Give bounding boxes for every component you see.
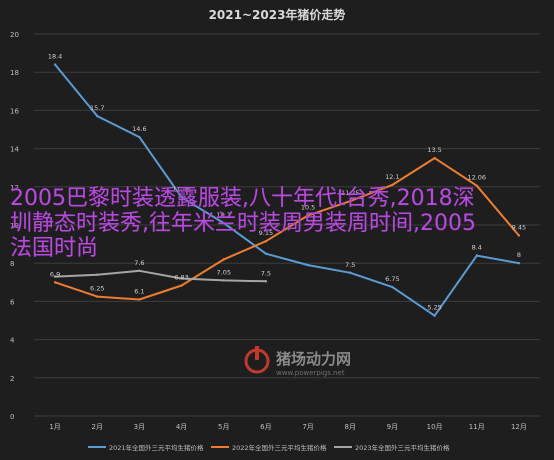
- data-label: 6.83: [174, 274, 188, 282]
- data-point: [53, 275, 57, 278]
- x-tick-label: 7月: [302, 423, 313, 431]
- data-point: [306, 263, 310, 267]
- data-point: [391, 285, 394, 289]
- data-point: [475, 184, 478, 187]
- y-tick-label: 10: [10, 222, 19, 230]
- data-point: [264, 252, 268, 255]
- series-line-3: [55, 269, 266, 283]
- data-point: [222, 258, 225, 261]
- data-point: [138, 298, 141, 301]
- data-point: [138, 269, 141, 273]
- data-point: [517, 262, 521, 265]
- data-point: [433, 156, 436, 160]
- data-label: 7.6: [134, 259, 144, 267]
- data-point: [264, 240, 268, 243]
- data-label: 10.1: [217, 211, 231, 219]
- data-point: [306, 214, 310, 217]
- data-point: [138, 135, 141, 139]
- x-tick-label: 9月: [387, 423, 398, 431]
- watermark-brand: 猪场动力网: [275, 350, 351, 368]
- data-label: 8.4: [472, 244, 482, 252]
- data-label: 9.15: [259, 229, 273, 237]
- data-label: 6.25: [90, 285, 104, 293]
- y-tick-label: 0: [10, 413, 14, 421]
- y-tick-label: 6: [10, 298, 15, 306]
- data-label: 9.45: [512, 224, 526, 232]
- x-tick-label: 8月: [345, 423, 356, 431]
- data-point: [349, 199, 352, 203]
- data-label: 7.5: [345, 261, 355, 269]
- legend-entry-1: 2021年全国外三元平均生猪价格: [109, 443, 204, 452]
- data-point: [96, 295, 99, 298]
- data-label: 5.25: [427, 304, 441, 312]
- data-point: [475, 254, 478, 257]
- legend: 2021年全国外三元平均生猪价格 2022年全国外三元平均生猪价格 2023年全国外…: [88, 443, 450, 452]
- data-point: [53, 63, 57, 66]
- data-label: 12.1: [385, 173, 399, 181]
- data-label: 12.06: [467, 174, 486, 182]
- data-label: 11.45: [172, 185, 191, 193]
- data-label: 7.05: [217, 268, 231, 276]
- y-tick-label: 16: [10, 107, 19, 115]
- y-tick-label: 12: [10, 184, 19, 192]
- chart-title: 2021~2023年猪价走势: [209, 7, 346, 22]
- watermark-power-icon-bar: [255, 346, 259, 360]
- series-line-2: [54, 157, 520, 301]
- data-label: 10.5: [301, 203, 315, 211]
- data-label: 6.1: [134, 287, 144, 295]
- x-tick-label: 12月: [511, 423, 527, 431]
- data-label: 15.7: [90, 104, 104, 112]
- x-tick-label: 3月: [134, 423, 145, 431]
- x-tick-label: 6月: [260, 423, 271, 431]
- data-label: 7.5: [261, 269, 271, 277]
- x-tick-label: 11月: [469, 423, 485, 431]
- series-line-1: [54, 63, 520, 317]
- data-label: 13.5: [427, 146, 441, 154]
- data-label: 6.9: [50, 270, 60, 278]
- data-point: [53, 281, 57, 284]
- x-axis-ticks: 1月 2月 3月 4月 5月 6月 7月 8月 9月 10月 11月 12月: [49, 423, 527, 431]
- data-point: [180, 196, 183, 199]
- watermark-url: www.powerpigs.net: [276, 369, 345, 377]
- data-point: [180, 284, 183, 287]
- legend-entry-3: 2023年全国外三元平均生猪价格: [355, 443, 450, 452]
- y-tick-label: 4: [10, 337, 15, 345]
- x-tick-label: 4月: [176, 423, 187, 431]
- y-tick-label: 18: [10, 69, 19, 77]
- y-tick-label: 2: [10, 375, 14, 383]
- data-point: [517, 234, 521, 237]
- x-tick-label: 5月: [218, 423, 229, 431]
- x-tick-label: 2月: [92, 423, 103, 431]
- data-point: [349, 271, 352, 274]
- data-point: [96, 114, 99, 118]
- series-lines: [53, 63, 521, 317]
- x-tick-label: 10月: [427, 423, 443, 431]
- grid-lines: [34, 33, 540, 417]
- data-label: 18.4: [48, 53, 62, 61]
- x-tick-label: 1月: [49, 423, 60, 431]
- legend-entry-2: 2022年全国外三元平均生猪价格: [232, 443, 327, 452]
- data-point: [433, 314, 436, 317]
- data-point: [180, 277, 183, 280]
- y-tick-label: 14: [10, 146, 19, 154]
- data-point: [96, 273, 99, 276]
- watermark-logo: 猪场动力网 www.powerpigs.net: [244, 346, 351, 377]
- data-point: [222, 279, 225, 282]
- data-point: [222, 221, 225, 225]
- y-tick-label: 20: [10, 31, 19, 39]
- data-point: [264, 280, 268, 283]
- y-tick-label: 8: [10, 260, 14, 268]
- data-label: 6.75: [385, 275, 399, 283]
- data-labels: 18.4 15.7 14.6 11.45 10.1 7.5 6.75 5.25 8.4 8 6.9 6…: [48, 53, 526, 312]
- data-point: [391, 183, 394, 187]
- data-label: 14.6: [132, 125, 146, 133]
- data-label: 11.25: [341, 189, 360, 197]
- data-label: 8: [517, 251, 521, 259]
- y-axis-ticks: 0 2 4 6 8 10 12 14 16 18 20: [10, 31, 19, 421]
